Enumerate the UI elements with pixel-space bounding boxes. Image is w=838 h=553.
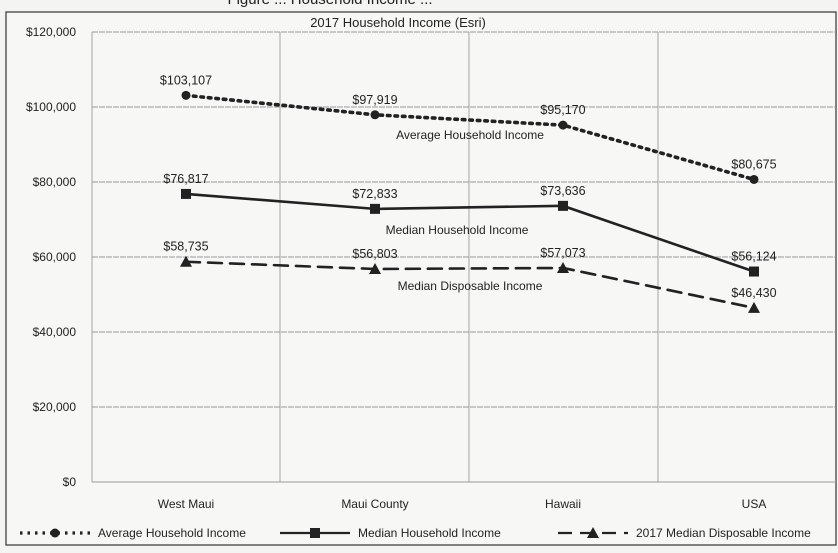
- cropped-figure-header: Figure ... Household Income ...: [227, 0, 432, 8]
- series-annotation: Average Household Income: [396, 128, 544, 142]
- chart-title: 2017 Household Income (Esri): [310, 15, 486, 30]
- x-tick-label: Hawaii: [545, 497, 581, 511]
- series-line: [184, 192, 756, 273]
- series-line: [184, 260, 756, 310]
- data-point: [370, 110, 380, 120]
- series-2: $76,817 $72,833 $73,636 $56,124 Median House…: [163, 172, 777, 277]
- legend-label: 2017 Median Disposable Income: [636, 526, 811, 540]
- series-line: [184, 93, 756, 182]
- legend-label: Median Household Income: [358, 526, 501, 540]
- y-tick-label: $100,000: [26, 100, 76, 114]
- legend: Average Household Income Median Household…: [20, 526, 811, 540]
- data-label: $72,833: [352, 187, 397, 201]
- data-label: $95,170: [540, 103, 585, 117]
- x-tick-label: USA: [742, 497, 767, 511]
- y-axis: $0 $20,000 $40,000 $60,000 $80,000 $100,000 $1…: [26, 25, 76, 489]
- grid: [91, 31, 836, 483]
- data-point: [748, 301, 760, 313]
- data-label: $76,817: [163, 172, 208, 186]
- y-tick-label: $0: [63, 475, 77, 489]
- data-label: $58,735: [163, 240, 208, 254]
- data-point: [749, 266, 759, 277]
- series-annotation: Median Disposable Income: [398, 279, 543, 293]
- chart-frame: [5, 11, 837, 546]
- series-3: $58,735 $56,803 $57,073 $46,430 Median Dispo…: [163, 240, 777, 313]
- series-annotation: Median Household Income: [386, 223, 529, 237]
- y-tick-label: $60,000: [33, 250, 77, 264]
- x-axis: West Maui Maui County Hawaii USA: [158, 497, 767, 511]
- data-point: [181, 90, 191, 100]
- data-point: [558, 120, 568, 130]
- x-tick-label: Maui County: [341, 497, 408, 511]
- legend-label: Average Household Income: [98, 526, 246, 540]
- y-tick-label: $40,000: [33, 325, 77, 339]
- legend-item: Median Household Income: [280, 526, 501, 540]
- series-1: $103,107 $97,919 $95,170 $80,675 Average Hou…: [160, 73, 777, 184]
- data-label: $73,636: [540, 184, 585, 198]
- data-label: $103,107: [160, 73, 212, 87]
- data-point: [370, 203, 380, 214]
- data-point: [557, 261, 569, 273]
- data-point: [310, 528, 320, 538]
- data-label: $80,675: [731, 157, 776, 171]
- data-label: $46,430: [731, 286, 776, 300]
- legend-item: Average Household Income: [20, 526, 246, 540]
- data-point: [749, 174, 759, 184]
- data-point: [558, 200, 568, 211]
- y-tick-label: $20,000: [33, 400, 77, 414]
- data-label: $56,124: [731, 250, 776, 264]
- data-point: [587, 527, 599, 538]
- x-tick-label: West Maui: [158, 497, 214, 511]
- y-tick-label: $80,000: [33, 175, 77, 189]
- data-label: $97,919: [352, 93, 397, 107]
- legend-item: 2017 Median Disposable Income: [558, 526, 811, 540]
- data-label: $56,803: [352, 247, 397, 261]
- data-point: [181, 188, 191, 199]
- data-point: [50, 528, 60, 538]
- data-point: [180, 255, 192, 267]
- y-tick-label: $120,000: [26, 25, 76, 39]
- data-point: [369, 262, 381, 274]
- series-layer: $103,107 $97,919 $95,170 $80,675 Average Hou…: [160, 73, 777, 313]
- data-label: $57,073: [540, 246, 585, 260]
